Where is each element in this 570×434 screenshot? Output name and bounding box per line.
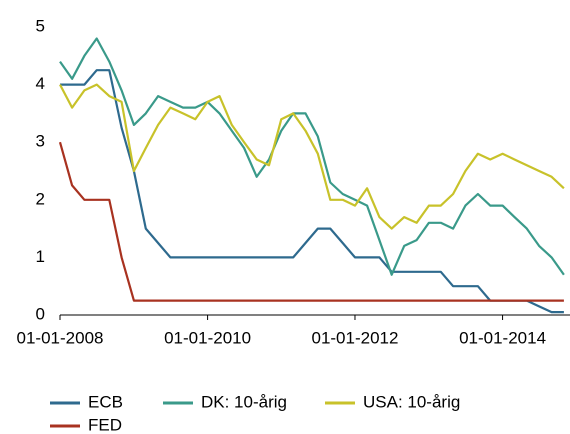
y-tick-label: 2: [36, 189, 45, 208]
series-line: [59, 37, 565, 276]
x-tick-label: 01-01-2012: [311, 328, 398, 347]
y-tick-label: 4: [36, 74, 45, 93]
y-tick-label: 3: [36, 132, 45, 151]
series-line: [59, 83, 565, 230]
x-tick-label: 01-01-2010: [164, 328, 251, 347]
series-line: [58, 141, 564, 302]
x-tick-label: 01-01-2014: [459, 328, 546, 347]
legend-label: DK: 10-årig: [201, 392, 287, 411]
legend-label: USA: 10-årig: [363, 392, 460, 411]
x-tick-label: 01-01-2008: [17, 328, 104, 347]
series-line: [60, 69, 564, 314]
y-tick-label: 1: [36, 247, 45, 266]
y-tick-label: 0: [36, 304, 45, 323]
legend-label: FED: [88, 415, 122, 434]
legend-label: ECB: [88, 392, 123, 411]
y-tick-label: 5: [36, 16, 45, 35]
